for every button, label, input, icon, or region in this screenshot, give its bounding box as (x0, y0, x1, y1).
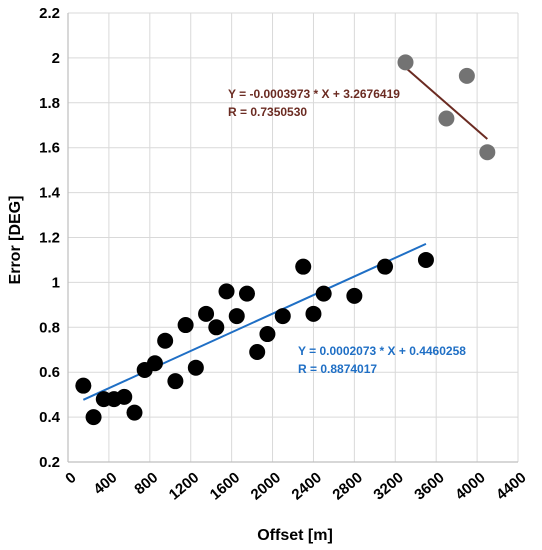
data-point-series-0 (85, 409, 102, 426)
x-tick-label: 3600 (411, 469, 447, 503)
y-axis-title: Error [DEG] (7, 196, 24, 285)
y-tick-label: 1.4 (39, 185, 61, 202)
data-point-series-1 (397, 54, 414, 71)
data-point-series-0 (305, 305, 322, 322)
axes (67, 13, 518, 463)
x-tick-label: 1600 (207, 469, 243, 503)
fit-line-series-1 (404, 66, 488, 140)
data-point-series-0 (116, 388, 133, 405)
data-point-series-0 (75, 377, 92, 394)
data-point-series-0 (315, 285, 332, 302)
fit-r-upper: R = 0.7350530 (228, 105, 307, 119)
x-tick-label: 2800 (329, 469, 365, 503)
data-point-series-0 (167, 373, 184, 390)
data-point-series-0 (346, 287, 363, 304)
data-point-series-0 (146, 355, 163, 372)
data-point-series-1 (479, 144, 496, 161)
y-tick-label: 0.4 (39, 409, 61, 426)
grid (67, 12, 519, 463)
y-tick-label: 1.2 (39, 230, 60, 247)
y-tick-label: 1.6 (39, 140, 60, 157)
x-tick-label: 0 (62, 469, 79, 487)
x-tick-label: 3200 (370, 469, 406, 503)
data-point-series-0 (126, 404, 143, 421)
fit-equation-lower: Y = 0.0002073 * X + 0.4460258 (298, 344, 466, 358)
fit-line-series-0 (82, 242, 427, 401)
data-point-series-0 (417, 251, 434, 268)
tick-labels: 0.2 0.4 0.6 0.8 1 1.2 1.4 1.6 1.8 2 2.2 0 400 800 1200… (39, 5, 529, 504)
fit-r-lower: R = 0.8874017 (298, 362, 377, 376)
x-tick-label: 2000 (248, 469, 284, 503)
data-point-series-0 (187, 359, 204, 376)
data-point-series-0 (198, 305, 215, 322)
x-tick-label: 400 (90, 469, 120, 498)
data-point-series-0 (249, 343, 266, 360)
data-point-series-0 (259, 326, 276, 343)
x-tick-label: 4400 (493, 469, 529, 503)
data-point-series-0 (228, 308, 245, 325)
data-point-series-0 (295, 258, 312, 275)
y-tick-label: 2.2 (39, 5, 60, 22)
data-points (75, 54, 496, 426)
data-point-series-0 (208, 319, 225, 336)
data-point-series-0 (238, 285, 255, 302)
y-tick-label: 1 (52, 274, 60, 291)
data-point-series-0 (177, 317, 194, 334)
x-tick-label: 800 (131, 469, 161, 498)
fit-equations: Y = -0.0003973 * X + 3.2676419 R = 0.735… (228, 87, 466, 376)
x-tick-label: 4000 (452, 469, 488, 503)
y-tick-label: 0.6 (39, 364, 60, 381)
y-tick-label: 0.2 (39, 454, 60, 471)
data-point-series-0 (157, 332, 174, 349)
fit-equation-upper: Y = -0.0003973 * X + 3.2676419 (228, 87, 400, 101)
data-point-series-1 (438, 110, 455, 127)
y-tick-label: 1.8 (39, 95, 60, 112)
data-point-series-0 (218, 283, 235, 300)
y-tick-label: 2 (52, 50, 60, 67)
x-tick-label: 1200 (166, 469, 202, 503)
x-tick-label: 2400 (289, 469, 325, 503)
data-point-series-1 (458, 67, 475, 84)
x-axis-title: Offset [m] (257, 527, 333, 544)
y-tick-label: 0.8 (39, 319, 60, 336)
data-point-series-0 (274, 308, 291, 325)
data-point-series-0 (377, 258, 394, 275)
